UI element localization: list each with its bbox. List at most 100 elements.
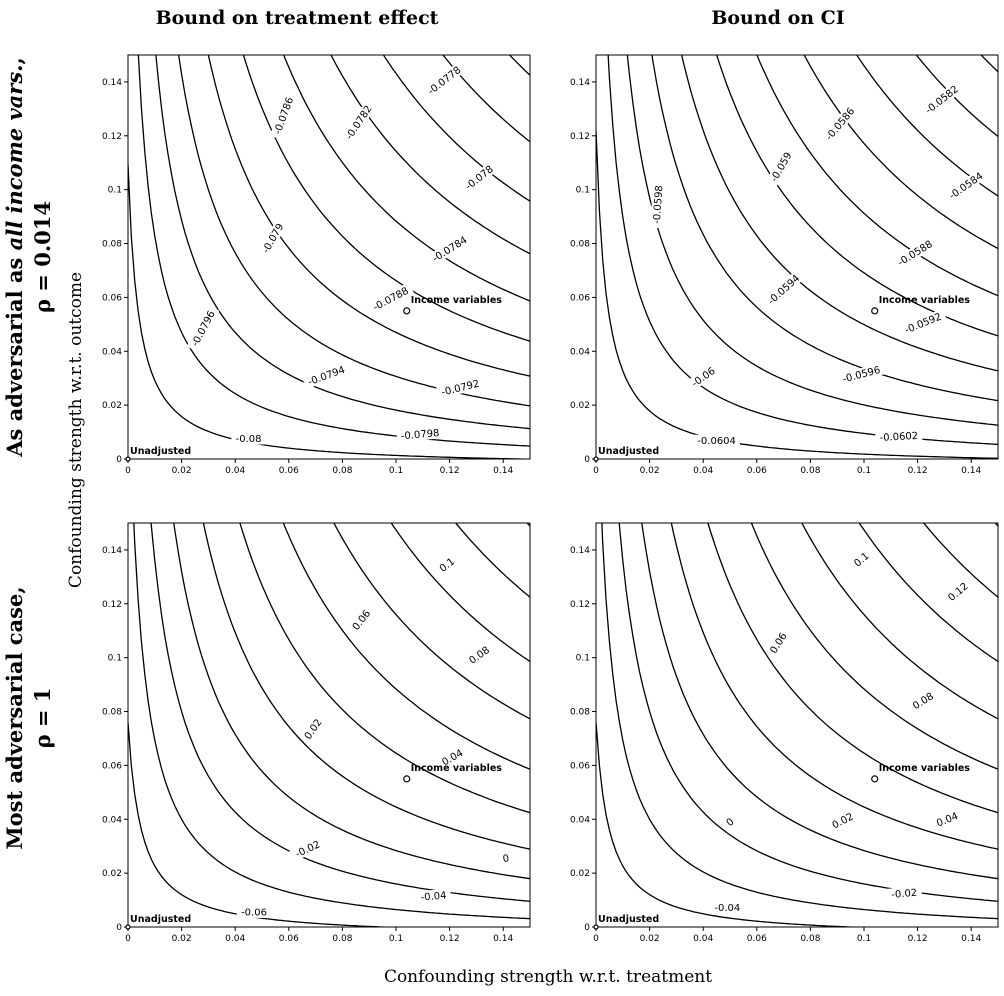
contour-label-bg [685, 362, 721, 392]
y-tick-label: 0.14 [570, 78, 590, 88]
contour-label: -0.0586 [820, 101, 860, 146]
contour-label-text: -0.0602 [879, 431, 918, 444]
y-tick-label: 0 [116, 923, 122, 933]
x-tick-label: 0.04 [225, 466, 245, 476]
contour-label: -0.06 [236, 905, 272, 918]
contour-label-bg [649, 180, 666, 229]
contour-label-bg [875, 429, 923, 444]
contour-label-bg [919, 80, 964, 119]
contour-line [242, 55, 530, 342]
contour-label-text: -0.0582 [924, 84, 961, 116]
panel-bottom-right: 0 0.02 0.04 0.06 0.08 0.1 0.12 0.14 0 0.02 0.04 0.0… [570, 522, 999, 944]
contour-line [155, 55, 530, 430]
contour-label-bg [257, 217, 289, 259]
contour-label-text: -0.0786 [273, 96, 297, 136]
panel-top-right: 0 0.02 0.04 0.06 0.08 0.1 0.12 0.14 0 0.02 0.04 0.0… [570, 54, 999, 476]
contour-line [150, 523, 530, 902]
contour-label-text: -0.079 [261, 222, 287, 255]
contour-label-bg [396, 426, 444, 443]
contour-label: 0.04 [931, 808, 963, 831]
y-tick-label: 0.08 [102, 240, 122, 250]
y-tick-label: 0.1 [108, 654, 122, 664]
x-tick-label: 0.08 [800, 466, 820, 476]
contour-label-bg [231, 432, 266, 445]
point-label: Income variables [411, 763, 503, 774]
x-tick-label: 0.08 [332, 934, 352, 944]
y-tick-label: 0.12 [102, 600, 122, 610]
contour-label-bg [837, 362, 886, 387]
contour-line [442, 55, 530, 143]
contour-label-text: 0.04 [935, 811, 960, 830]
contour-label-bg [347, 605, 375, 635]
contour-label-text: -0.059 [769, 151, 795, 184]
row-title-top-line1: As adversarial as all income vars., [2, 57, 27, 458]
contour-line [596, 130, 998, 459]
contour-line [239, 523, 530, 814]
contour-label-bg [426, 231, 473, 267]
y-tick-label: 0.04 [102, 815, 122, 825]
point-income-variables [403, 775, 411, 783]
contour-label-bg [434, 553, 460, 577]
y-tick-label: 0.06 [102, 761, 122, 771]
contour-line [707, 523, 998, 814]
point-label: Income variables [879, 295, 971, 306]
y-tick-label: 0.14 [102, 78, 122, 88]
contour-label-bg [499, 851, 512, 866]
contour-label: -0.0794 [302, 361, 351, 390]
contour-label-text: -0.0586 [824, 106, 857, 143]
y-tick-label: 0 [584, 923, 590, 933]
plot-frame [595, 522, 999, 928]
contour-line [626, 55, 998, 426]
x-tick-label: 0.04 [225, 934, 245, 944]
x-tick-label: 0.02 [640, 934, 660, 944]
x-tick-label: 0.02 [172, 934, 192, 944]
y-tick-label: 0.06 [570, 761, 590, 771]
contour-label-bg [464, 641, 495, 669]
contour-label-bg [437, 745, 468, 770]
y-tick-label: 0.02 [102, 401, 122, 411]
contour-label-bg [340, 99, 377, 146]
col-title-right: Bound on CI [711, 7, 844, 29]
contour-label-bg [943, 167, 989, 204]
x-tick-label: 0.06 [279, 934, 299, 944]
x-tick-label: 0.06 [747, 466, 767, 476]
contour-label-bg [886, 885, 922, 901]
x-tick-label: 0.06 [747, 934, 767, 944]
x-tick-label: 0.12 [908, 466, 928, 476]
contour-label-text: -0.0584 [947, 171, 985, 202]
x-tick-label: 0.12 [440, 934, 460, 944]
contour-label-text: -0.0594 [766, 273, 802, 307]
contour-label-bg [891, 235, 938, 271]
y-tick-label: 0.02 [102, 869, 122, 879]
contour-line [858, 523, 998, 663]
contour-line [173, 523, 530, 880]
point-income-variables [403, 307, 411, 315]
contour-label-bg [848, 547, 874, 572]
x-axis-label: Confounding strength w.r.t. treatment [384, 967, 712, 987]
y-tick-label: 0.02 [570, 869, 590, 879]
contour-line [756, 55, 998, 297]
contour-label-bg [827, 808, 858, 833]
contour-line [601, 523, 998, 920]
y-tick-label: 0.12 [570, 600, 590, 610]
contour-label: 0.12 [943, 577, 973, 606]
y-tick-label: 0 [584, 455, 590, 465]
panel-top-left: 0 0.02 0.04 0.06 0.08 0.1 0.12 0.14 0 0.02 0.04 0.0… [102, 54, 531, 476]
contour-label-text: -0.02 [891, 888, 918, 901]
row-title-top: As adversarial as all income vars., ρ = … [2, 57, 55, 458]
row-title-bottom-line2: ρ = 1 [30, 688, 55, 749]
contour-line [618, 523, 998, 902]
y-tick-label: 0.04 [102, 347, 122, 357]
contour-label-text: -0.04 [420, 890, 447, 903]
x-tick-label: 0 [125, 466, 131, 476]
contour-label-bg [722, 814, 738, 830]
panels: 0 0.02 0.04 0.06 0.08 0.1 0.12 0.14 0 0.02 0.04 0.0… [102, 54, 999, 944]
contour-line [750, 523, 998, 770]
contour-label: -0.02 [289, 836, 326, 862]
contour-label-text: -0.0796 [190, 309, 218, 348]
x-tick-label: 0.1 [857, 934, 871, 944]
contour-label-text: -0.0778 [426, 65, 463, 97]
contour-label-bg [710, 901, 745, 914]
contour-label: -0.059 [765, 146, 797, 188]
